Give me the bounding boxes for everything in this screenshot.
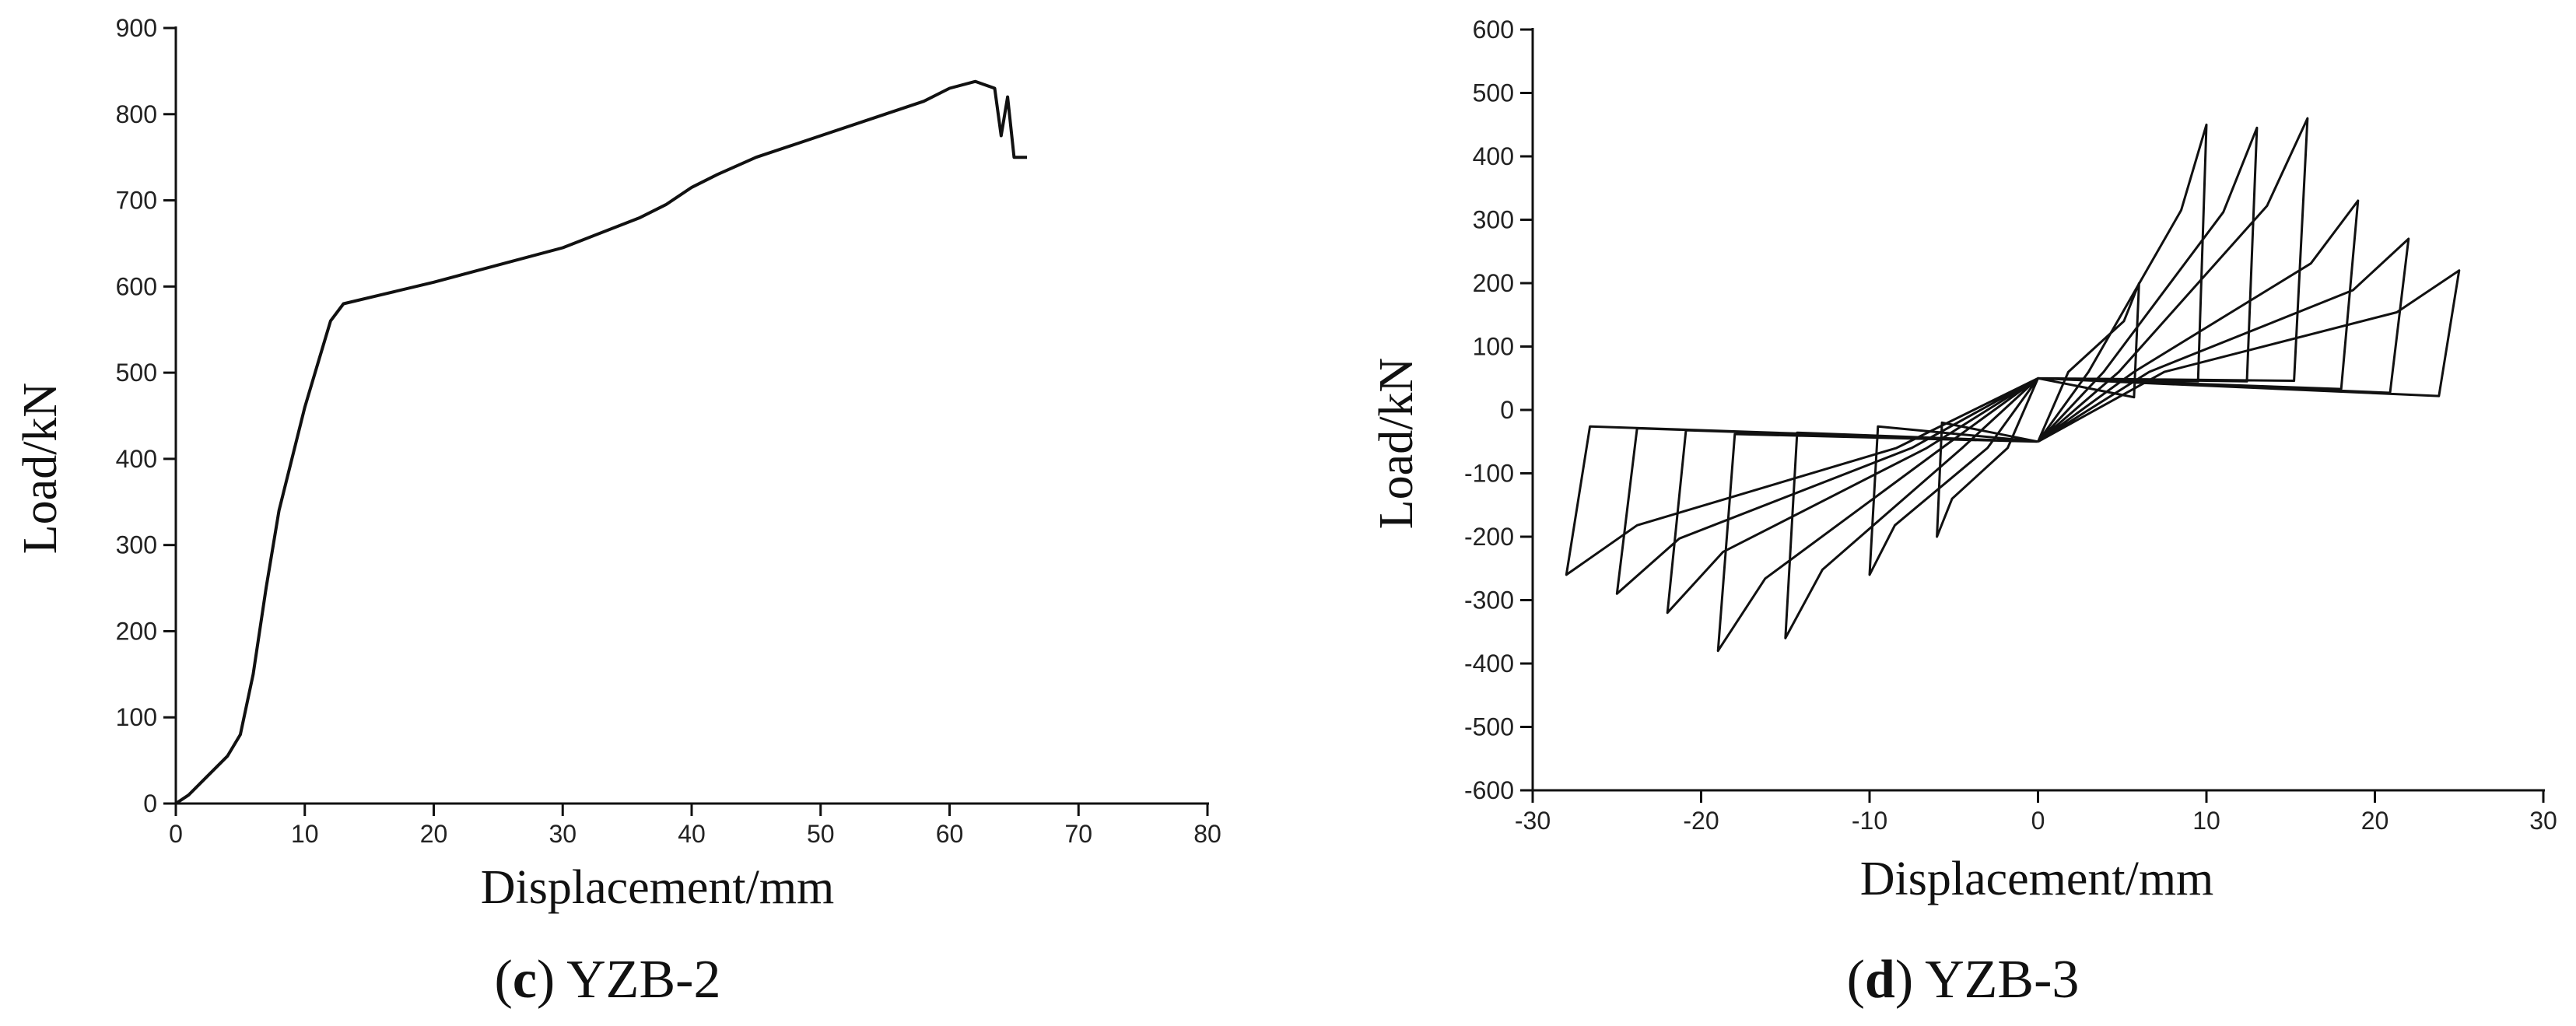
x-tick-label: -10 (1852, 807, 1887, 835)
caption-part: c (513, 950, 537, 1010)
x-tick-label: 30 (548, 820, 577, 848)
x-tick-label: 50 (807, 820, 835, 848)
y-tick-label: 500 (116, 359, 157, 387)
y-axis-title: Load/kN (14, 383, 67, 554)
x-tick-label: -20 (1683, 807, 1719, 835)
y-tick-label: 500 (1473, 79, 1514, 107)
x-tick-label: -30 (1515, 807, 1551, 835)
caption-part: ) YZB-3 (1895, 950, 2080, 1010)
y-axis-title: Load/kN (1370, 358, 1423, 529)
y-tick-label: 900 (116, 14, 157, 42)
data-line (1565, 117, 2461, 653)
x-tick-label: 70 (1064, 820, 1092, 848)
x-axis-title: Displacement/mm (481, 861, 835, 914)
caption-part: ( (495, 950, 513, 1010)
y-tick-label: 300 (1473, 206, 1514, 234)
x-tick-label: 10 (2192, 807, 2220, 835)
caption-part: ( (1847, 950, 1865, 1010)
x-tick-label: 20 (420, 820, 448, 848)
y-tick-label: 300 (116, 531, 157, 559)
y-tick-label: 100 (116, 703, 157, 731)
data-line (174, 79, 1027, 805)
y-tick-label: 400 (116, 445, 157, 473)
x-tick-label: 60 (936, 820, 964, 848)
x-tick-label: 40 (678, 820, 706, 848)
y-tick-label: 200 (116, 617, 157, 645)
y-tick-label: -400 (1464, 650, 1514, 678)
y-tick-label: -200 (1464, 523, 1514, 551)
x-tick-label: 20 (2361, 807, 2389, 835)
x-tick-label: 80 (1193, 820, 1221, 848)
x-tick-label: 10 (291, 820, 319, 848)
caption: (d) YZB-3 (1847, 950, 2080, 1010)
y-tick-label: 600 (1473, 16, 1514, 44)
y-tick-label: 0 (1500, 396, 1514, 424)
y-tick-label: 800 (116, 100, 157, 128)
y-tick-label: 0 (143, 790, 157, 818)
x-tick-label: 0 (2031, 807, 2045, 835)
caption-part: ) YZB-2 (537, 950, 721, 1010)
y-tick-label: 200 (1473, 269, 1514, 297)
y-tick-label: -300 (1464, 587, 1514, 615)
y-tick-label: -500 (1464, 713, 1514, 741)
y-tick-label: -100 (1464, 460, 1514, 488)
y-tick-label: 100 (1473, 333, 1514, 361)
chart: 0 10 20 30 40 50 60 70 8001002003004005006007008… (14, 14, 1221, 1010)
caption-part: d (1865, 950, 1895, 1010)
x-tick-label: 30 (2529, 807, 2557, 835)
x-tick-label: 0 (169, 820, 183, 848)
x-axis-title: Displacement/mm (1860, 853, 2214, 905)
y-tick-label: 700 (116, 187, 157, 215)
y-tick-label: 400 (1473, 142, 1514, 170)
caption: (c) YZB-2 (495, 950, 721, 1010)
y-tick-label: 600 (116, 272, 157, 300)
chart: -30 -20 -10 0 10 20 30-600-500-400-300-200-100… (1370, 16, 2557, 1010)
y-tick-label: -600 (1464, 776, 1514, 804)
